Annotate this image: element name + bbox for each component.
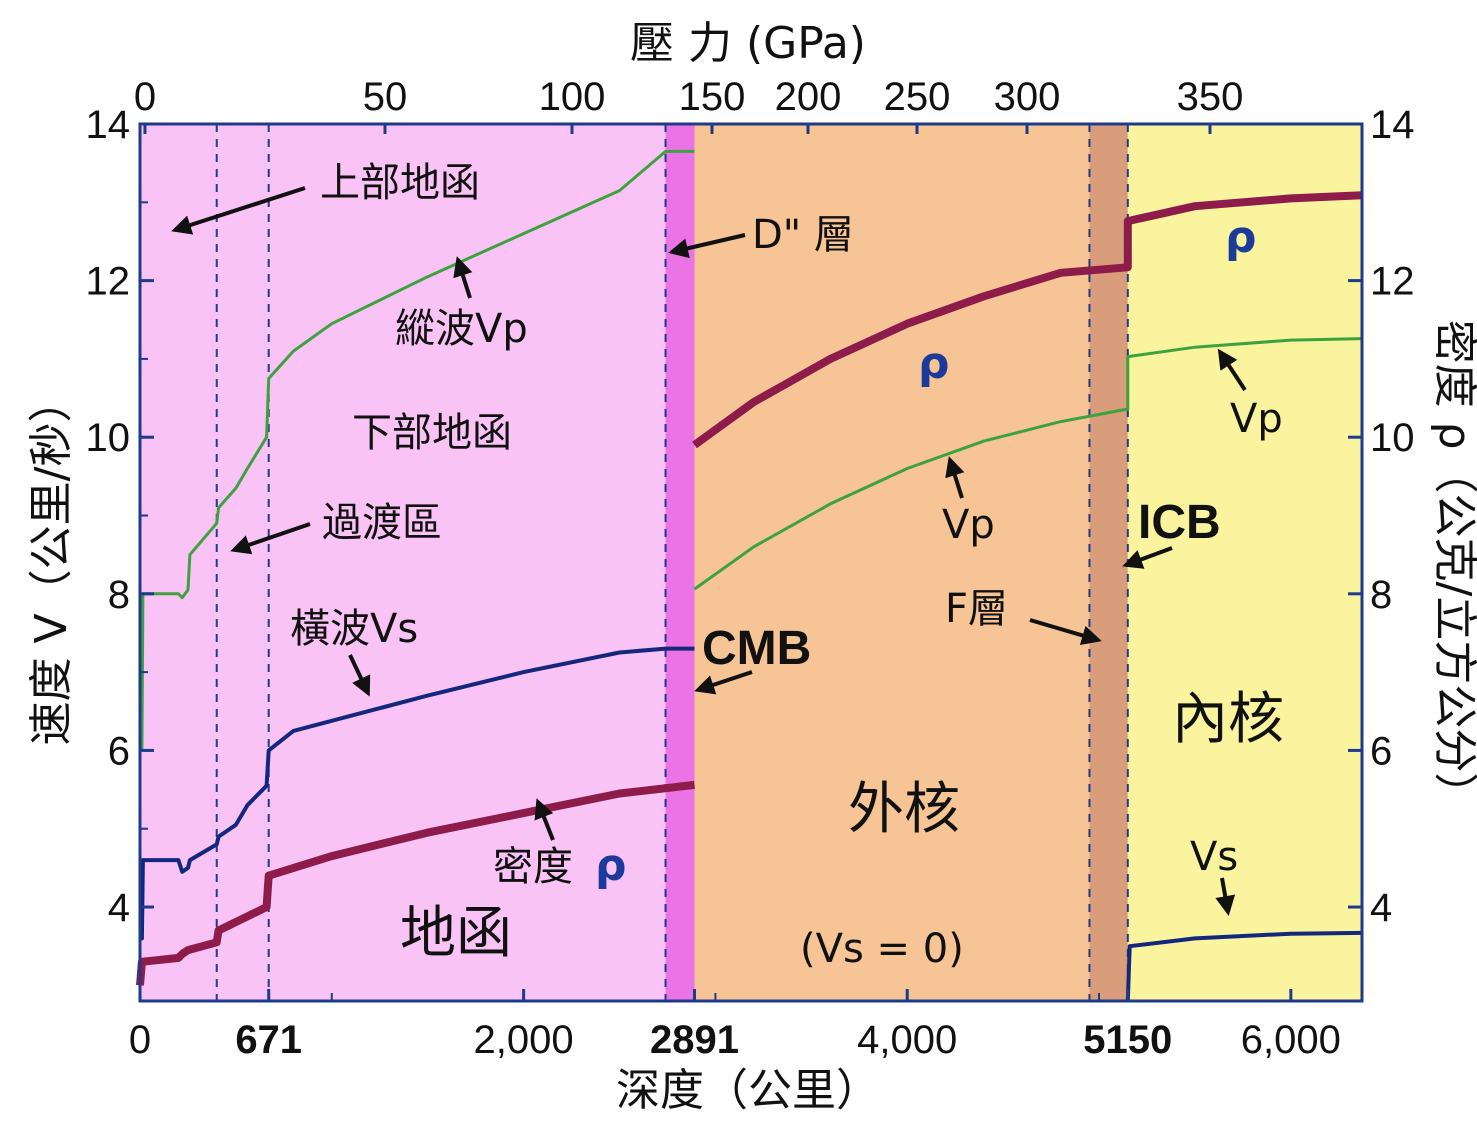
- series-line: [692, 191, 1363, 449]
- x-bottom-tick-label: 2891: [650, 1018, 739, 1062]
- upper-mantle-arrow: [171, 186, 306, 235]
- x-top-tick-label: 300: [994, 75, 1061, 119]
- series-line: [139, 646, 695, 941]
- y-right-tick-label: 8: [1370, 573, 1392, 617]
- outer-core-label: 外核: [848, 777, 960, 842]
- x-top-tick-label: 150: [679, 75, 746, 119]
- x-top-tick-label: 250: [884, 75, 951, 119]
- plot-frame: [138, 122, 1364, 1003]
- y-left-tick-label: 14: [86, 103, 131, 147]
- rho-mantle-label: 密度: [493, 844, 573, 890]
- vs-zero-label: (Vs = 0): [800, 926, 964, 972]
- y-left-tick-label: 10: [86, 416, 131, 460]
- vp-core-arrow: [945, 456, 965, 499]
- x-bottom-tick-label: 4,000: [857, 1018, 957, 1062]
- annotations: 上部地函 D" 層 縱波Vp 下部地函 過渡區 橫波Vs 密度 ρ 地函 CMB…: [171, 160, 1284, 972]
- d-layer-label: D" 層: [752, 212, 854, 258]
- transition-zone-arrow: [230, 522, 311, 555]
- region-mantle: [140, 124, 695, 1001]
- transition-zone-label: 過渡區: [322, 500, 442, 546]
- upper-mantle-label: 上部地函: [320, 160, 480, 206]
- bottom-axis-label: 深度（公里）: [616, 1065, 880, 1116]
- top-axis-label: 壓 力 (GPa): [630, 18, 866, 69]
- region-inner-core: [1127, 124, 1362, 1001]
- icb-arrow: [1122, 546, 1173, 569]
- vs-mantle-label: 橫波Vs: [290, 606, 418, 652]
- rho-mantle-arrow: [534, 798, 555, 841]
- d-layer-arrow: [668, 233, 746, 259]
- vs-mantle-arrow: [348, 654, 371, 697]
- f-layer-arrow: [1029, 618, 1102, 646]
- series-line: [140, 149, 695, 752]
- x-bottom-tick-label: 0: [129, 1018, 151, 1062]
- vp-inner-arrow: [1217, 348, 1247, 392]
- vp-inner-label: Vp: [1230, 396, 1283, 442]
- y-left-tick-label: 12: [86, 260, 131, 304]
- cmb-arrow: [694, 670, 753, 695]
- region-outer-core: [694, 124, 1128, 1001]
- region-backgrounds: [140, 124, 1362, 1001]
- axis-ticks: 0 671 2,000 2891 4,000 5150 6,000 0 50 100 150 200 2…: [86, 75, 1415, 1062]
- vs-inner-label: Vs: [1190, 834, 1238, 880]
- y-right-tick-label: 6: [1370, 729, 1392, 773]
- inner-core-label: 內核: [1172, 687, 1284, 752]
- lower-mantle-label: 下部地函: [352, 410, 512, 456]
- vs-inner-arrow: [1215, 877, 1236, 916]
- region-F-layer: [1089, 124, 1128, 1001]
- x-bottom-tick-label: 671: [235, 1018, 302, 1062]
- rho-inner-core-label: ρ: [1225, 212, 1257, 263]
- x-bottom-tick-label: 6,000: [1241, 1018, 1341, 1062]
- y-right-tick-label: 4: [1370, 886, 1392, 930]
- rho-mantle-symbol: ρ: [595, 840, 627, 891]
- y-right-tick-label: 12: [1370, 260, 1415, 304]
- x-top-tick-label: 350: [1177, 75, 1244, 119]
- y-right-tick-label: 14: [1370, 103, 1415, 147]
- x-bottom-tick-label: 2,000: [474, 1018, 574, 1062]
- vp-mantle-label: 縱波Vp: [395, 306, 528, 352]
- x-top-tick-label: 200: [775, 75, 842, 119]
- right-axis-label: 密度 ρ（公克/立方公分）: [1429, 320, 1477, 817]
- mantle-label: 地函: [400, 901, 512, 966]
- left-axis-label: 速度 V（公里/秒）: [26, 379, 77, 746]
- series-line: [1125, 930, 1363, 1002]
- y-left-tick-label: 8: [108, 573, 130, 617]
- cmb-label: CMB: [702, 622, 811, 675]
- vp-core-label: Vp: [942, 502, 995, 548]
- x-bottom-tick-label: 5150: [1083, 1018, 1172, 1062]
- rho-outer-core-label: ρ: [918, 338, 950, 389]
- y-left-tick-label: 4: [108, 886, 130, 930]
- vp-mantle-arrow: [453, 256, 473, 299]
- icb-label: ICB: [1138, 496, 1221, 549]
- x-top-tick-label: 50: [363, 75, 408, 119]
- series-line: [693, 337, 1363, 591]
- data-series: [136, 149, 1363, 1002]
- series-line: [136, 780, 695, 986]
- x-top-tick-label: 0: [134, 75, 156, 119]
- y-left-tick-label: 6: [108, 729, 130, 773]
- region-D-layer: [665, 124, 695, 1001]
- y-right-tick-label: 10: [1370, 416, 1415, 460]
- f-layer-label: F層: [945, 586, 1008, 632]
- x-top-tick-label: 100: [539, 75, 606, 119]
